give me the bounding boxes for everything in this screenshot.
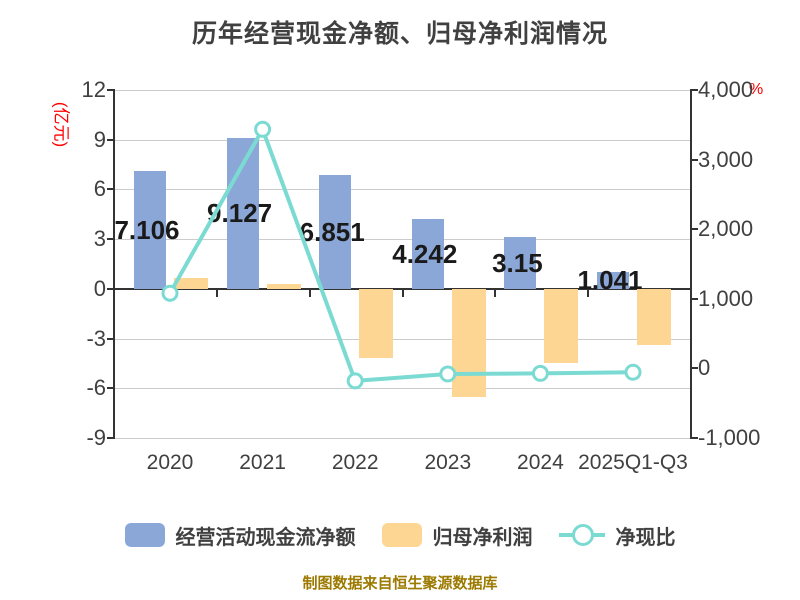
- right-axis-tick: [690, 158, 698, 161]
- left-axis-tick-label: -9: [86, 425, 106, 450]
- left-axis-tick-label: -6: [86, 375, 106, 401]
- right-axis-tick-label: 2,000: [698, 216, 754, 242]
- left-axis-tick-label: -3: [86, 325, 106, 351]
- right-axis-tick-label: 4,000: [698, 77, 754, 102]
- legend-line-dot-icon: [571, 524, 594, 546]
- gridline: [115, 239, 690, 241]
- legend-bar-swatch-icon: [381, 523, 422, 547]
- x-axis-label-2021: 2021: [239, 451, 286, 474]
- net-cash-ratio-point-2020: [161, 284, 179, 302]
- legend-line-marker-icon: [558, 523, 605, 547]
- x-axis-label-2024: 2024: [517, 451, 564, 474]
- bar-net-profit-2021: [266, 284, 301, 289]
- net-cash-ratio-point-2025Q1-Q3: [624, 363, 642, 381]
- right-axis-tick: [690, 89, 698, 91]
- left-axis-spine: [113, 90, 115, 438]
- right-axis-tick-label: 1,000: [698, 285, 754, 311]
- x-axis-label-2023: 2023: [424, 451, 472, 474]
- gridline: [115, 189, 690, 191]
- x-axis-tick: [586, 289, 589, 297]
- left-axis-tick: [107, 287, 115, 290]
- gridline: [115, 388, 690, 390]
- legend-label: 归母净利润: [432, 526, 533, 549]
- left-axis-tick-label: 3: [93, 226, 106, 252]
- x-axis-label-2025Q1-Q3: 2025Q1-Q3: [578, 451, 688, 474]
- bar-value-label-2025Q1-Q3: 1.041: [577, 265, 643, 296]
- bar-value-label-2022: 6.851: [299, 217, 365, 248]
- bar-operating-cashflow-2025Q1-Q3: [597, 271, 629, 289]
- right-axis-tick-label: 3,000: [698, 146, 754, 172]
- bar-value-label-2023: 4.242: [392, 238, 458, 269]
- x-axis-tick: [494, 289, 497, 297]
- net-cash-ratio-point-2024: [531, 364, 549, 382]
- net-cash-ratio-line: [168, 127, 635, 383]
- legend-item-ratio[interactable]: 净现比: [558, 521, 676, 550]
- bar-net-profit-2020: [174, 277, 208, 289]
- legend: 经营活动现金流净额 归母净利润 净现比: [0, 518, 800, 552]
- left-axis-tick: [107, 337, 115, 340]
- x-axis-tick: [216, 289, 219, 297]
- bar-value-label-2024: 3.15: [492, 247, 543, 278]
- legend-item-cashflow[interactable]: 经营活动现金流净额: [124, 521, 356, 550]
- x-axis-tick: [401, 289, 404, 297]
- right-axis-spine: [690, 90, 692, 438]
- bar-value-label-2021: 9.127: [207, 198, 273, 229]
- net-cash-ratio-point-2022: [346, 372, 364, 390]
- right-axis-tick-label: 0: [698, 355, 711, 381]
- right-axis-unit-label: %: [749, 81, 764, 98]
- bar-operating-cashflow-2020: [134, 171, 166, 289]
- x-axis-tick: [308, 289, 311, 297]
- left-axis-tick: [107, 89, 115, 91]
- gridline: [115, 139, 690, 141]
- legend-bar-swatch-icon: [124, 523, 165, 547]
- left-axis-tick-label: 0: [93, 275, 106, 301]
- bar-operating-cashflow-2023: [411, 218, 444, 289]
- legend-label: 净现比: [615, 526, 676, 549]
- right-axis-tick-label: -1,000: [698, 425, 761, 450]
- bar-value-label-2020: 7.106: [114, 214, 180, 245]
- legend-item-profit[interactable]: 归母净利润: [381, 521, 533, 550]
- x-axis-label-2020: 2020: [146, 451, 194, 474]
- right-axis-tick: [690, 367, 698, 370]
- left-axis-tick: [107, 437, 115, 439]
- net-cash-ratio-point-2021: [254, 120, 272, 138]
- footer-note: 制图数据来自恒生聚源数据库: [302, 575, 498, 592]
- bar-operating-cashflow-2022: [319, 175, 352, 289]
- left-axis-tick-label: 9: [93, 126, 106, 152]
- gridline: [115, 90, 690, 91]
- left-axis-tick-label: 6: [93, 176, 106, 202]
- right-axis-tick: [690, 228, 698, 231]
- left-axis-tick: [107, 387, 115, 390]
- bar-net-profit-2023: [451, 288, 486, 397]
- bar-net-profit-2025Q1-Q3: [637, 288, 671, 346]
- gridline: [115, 438, 690, 439]
- right-axis-tick: [690, 297, 698, 300]
- left-axis-tick-label: 12: [81, 77, 106, 102]
- left-axis-tick: [107, 188, 115, 191]
- bar-net-profit-2024: [544, 288, 579, 364]
- x-axis-zero-line: [115, 287, 690, 290]
- right-axis-tick: [690, 437, 698, 439]
- bar-net-profit-2022: [359, 288, 394, 359]
- left-axis-tick: [107, 238, 115, 241]
- gridline: [115, 338, 690, 340]
- left-axis-tick: [107, 138, 115, 141]
- chart-title: 历年经营现金净额、归母净利润情况: [191, 20, 608, 48]
- net-cash-ratio-point-2023: [439, 365, 457, 383]
- bar-operating-cashflow-2024: [504, 236, 537, 289]
- x-axis-label-2022: 2022: [331, 451, 379, 474]
- legend-label: 经营活动现金流净额: [175, 526, 356, 549]
